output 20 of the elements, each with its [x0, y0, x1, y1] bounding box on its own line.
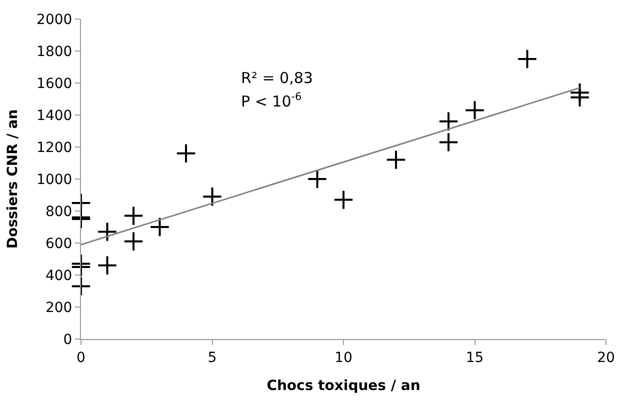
annotation: R² = 0,83: [241, 69, 313, 87]
y-tick-label: 1600: [36, 76, 72, 92]
y-axis-title: Dossiers CNR / an: [5, 109, 22, 249]
y-tick-label: 0: [63, 332, 72, 348]
y-tick-label: 400: [45, 268, 72, 284]
y-tick-label: 1200: [36, 140, 72, 156]
x-tick-label: 20: [597, 350, 615, 366]
annotation: P < 10$^{-6}$: [241, 91, 302, 110]
y-tick-label: 600: [45, 236, 72, 252]
y-tick-label: 2000: [36, 12, 72, 28]
y-tick-label: 1800: [36, 44, 72, 60]
y-tick-label: 200: [45, 300, 72, 316]
x-tick-label: 15: [466, 350, 484, 366]
y-tick-label: 800: [45, 204, 72, 220]
x-tick-label: 0: [76, 350, 86, 366]
x-tick-label: 5: [208, 350, 217, 366]
x-tick-label: 10: [334, 350, 352, 366]
x-axis-title: Chocs toxiques / an: [266, 378, 420, 394]
y-tick-label: 1000: [36, 172, 72, 188]
y-tick-label: 1400: [36, 108, 72, 124]
